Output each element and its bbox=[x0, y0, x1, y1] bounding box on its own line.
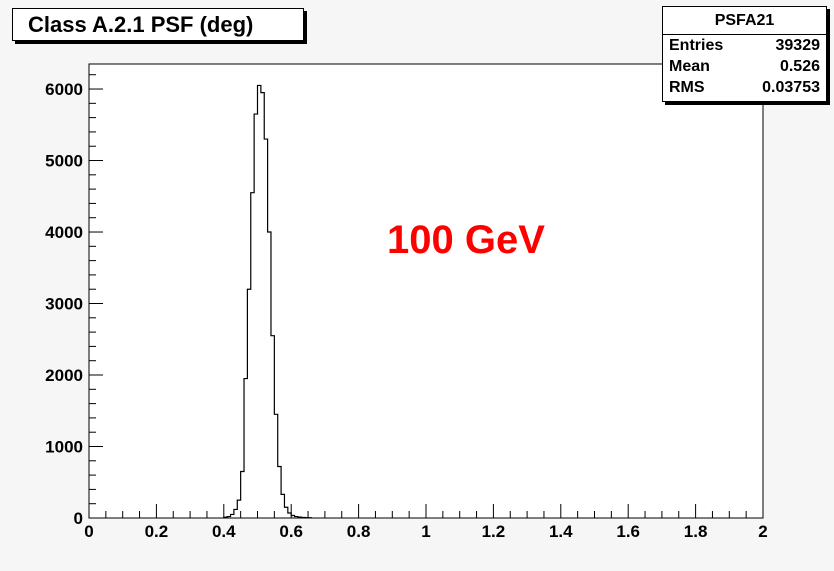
x-tick-label: 0.6 bbox=[279, 522, 303, 541]
stats-row-mean: Mean 0.526 bbox=[663, 56, 826, 77]
x-tick-label: 1.2 bbox=[482, 522, 506, 541]
histogram-bin-20 bbox=[291, 515, 294, 518]
histogram-bin-13 bbox=[268, 232, 271, 518]
histogram-bin-19 bbox=[288, 513, 291, 518]
histogram-bin-3 bbox=[234, 509, 237, 518]
x-tick-label: 2 bbox=[758, 522, 767, 541]
x-tick-label: 1.4 bbox=[549, 522, 573, 541]
histogram-bin-10 bbox=[258, 85, 261, 518]
y-tick-label: 4000 bbox=[45, 223, 83, 242]
histogram-bin-23 bbox=[301, 517, 304, 518]
stats-row-entries: Entries 39329 bbox=[663, 35, 826, 56]
x-tick-label: 0.8 bbox=[347, 522, 371, 541]
y-tick-label: 1000 bbox=[45, 438, 83, 457]
chart-title: Class A.2.1 PSF (deg) bbox=[12, 8, 304, 41]
x-tick-label: 1 bbox=[421, 522, 430, 541]
histogram-bin-1 bbox=[227, 517, 230, 518]
stats-label-rms: RMS bbox=[669, 79, 705, 96]
y-tick-label: 2000 bbox=[45, 366, 83, 385]
y-tick-label: 5000 bbox=[45, 152, 83, 171]
histogram-bin-8 bbox=[251, 193, 254, 518]
histogram-bin-11 bbox=[261, 93, 264, 518]
y-tick-label: 6000 bbox=[45, 80, 83, 99]
y-tick-label: 3000 bbox=[45, 295, 83, 314]
x-tick-label: 1.6 bbox=[616, 522, 640, 541]
x-tick-label: 0 bbox=[84, 522, 93, 541]
energy-annotation: 100 GeV bbox=[387, 218, 545, 262]
stats-value-mean: 0.526 bbox=[779, 58, 820, 75]
x-tick-label: 1.8 bbox=[684, 522, 708, 541]
stats-value-rms: 0.03753 bbox=[762, 79, 820, 96]
histogram-outline bbox=[223, 84, 313, 519]
histogram-bin-15 bbox=[274, 414, 277, 518]
histogram-bin-22 bbox=[298, 517, 301, 518]
stats-box: PSFA21 Entries 39329 Mean 0.526 RMS 0.03… bbox=[662, 6, 827, 102]
histogram-bin-16 bbox=[278, 467, 281, 518]
histogram-bin-7 bbox=[247, 289, 250, 518]
histogram-bin-6 bbox=[244, 379, 247, 518]
y-tick-label: 0 bbox=[74, 509, 83, 528]
plot-frame bbox=[88, 63, 764, 519]
histogram-bin-17 bbox=[281, 494, 284, 518]
x-tick-label: 0.2 bbox=[145, 522, 169, 541]
stats-row-rms: RMS 0.03753 bbox=[663, 77, 826, 98]
histogram-bin-5 bbox=[241, 472, 244, 518]
stats-name: PSFA21 bbox=[663, 7, 826, 35]
histogram-bin-18 bbox=[284, 507, 287, 518]
stats-label-entries: Entries bbox=[669, 37, 724, 54]
histogram-bin-12 bbox=[264, 139, 267, 518]
histogram-bin-9 bbox=[254, 114, 257, 518]
x-tick-label: 0.4 bbox=[212, 522, 236, 541]
histogram-bin-0 bbox=[224, 517, 227, 518]
histogram-bin-14 bbox=[271, 336, 274, 518]
histogram-bin-21 bbox=[295, 517, 298, 518]
histogram-bin-4 bbox=[237, 500, 240, 518]
stats-label-mean: Mean bbox=[669, 58, 710, 75]
stats-value-entries: 39329 bbox=[775, 37, 821, 54]
histogram-bin-2 bbox=[231, 514, 234, 518]
